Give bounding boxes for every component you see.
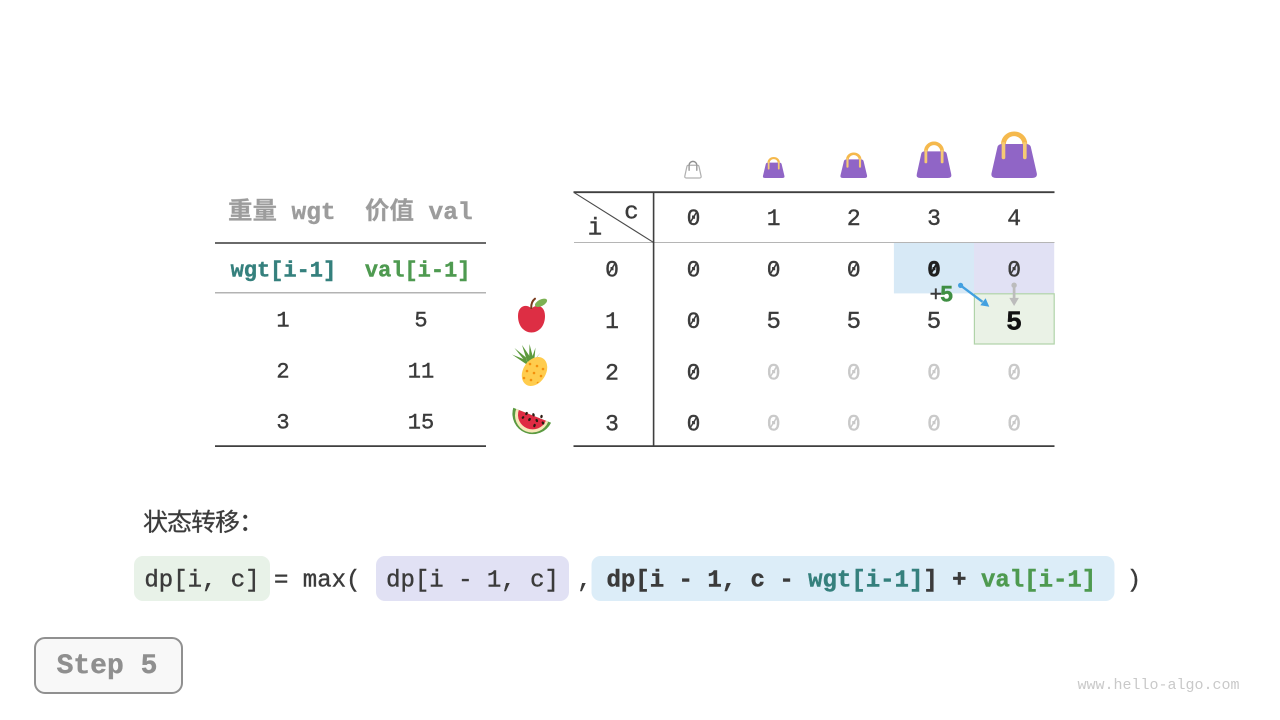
svg-text:0: 0 xyxy=(767,360,781,386)
svg-text:0: 0 xyxy=(927,360,941,386)
svg-text:5: 5 xyxy=(847,309,861,336)
svg-text:0: 0 xyxy=(767,257,781,283)
svg-text:+: + xyxy=(929,285,942,308)
svg-text:5: 5 xyxy=(1006,309,1022,339)
svg-text:1: 1 xyxy=(276,309,289,334)
svg-text:3: 3 xyxy=(927,206,941,232)
svg-text:0: 0 xyxy=(687,309,701,335)
svg-text:0: 0 xyxy=(687,411,701,437)
svg-text:2: 2 xyxy=(276,359,289,384)
svg-text:wgt: wgt xyxy=(292,200,336,227)
svg-text:www.hello-algo.com: www.hello-algo.com xyxy=(1077,677,1239,694)
svg-text:,: , xyxy=(577,568,591,595)
svg-text:5: 5 xyxy=(927,309,941,336)
svg-text:0: 0 xyxy=(687,360,701,386)
svg-text:Step 5: Step 5 xyxy=(57,651,158,682)
svg-text:val[i-1]: val[i-1] xyxy=(365,259,471,284)
svg-text:0: 0 xyxy=(1007,257,1021,283)
svg-text:3: 3 xyxy=(276,410,289,435)
svg-text:0: 0 xyxy=(687,257,701,283)
svg-text:0: 0 xyxy=(847,257,861,283)
svg-text:0: 0 xyxy=(847,411,861,437)
svg-text:c: c xyxy=(624,199,638,226)
svg-text:0: 0 xyxy=(1007,411,1021,437)
svg-text:5: 5 xyxy=(940,283,954,309)
svg-text:dp[i, c]: dp[i, c] xyxy=(144,568,259,595)
svg-text:2: 2 xyxy=(605,360,619,386)
svg-text:5: 5 xyxy=(414,309,427,334)
svg-text:4: 4 xyxy=(1007,206,1021,232)
svg-text:1: 1 xyxy=(767,206,781,232)
svg-text:i: i xyxy=(588,216,602,243)
svg-text:2: 2 xyxy=(847,206,861,232)
svg-text:11: 11 xyxy=(408,359,434,384)
svg-text:val: val xyxy=(429,200,473,227)
svg-text:dp[i - 1, c - wgt[i-1]] + val[: dp[i - 1, c - wgt[i-1]] + val[i-1] xyxy=(607,568,1097,595)
svg-text:5: 5 xyxy=(766,309,780,336)
svg-text:0: 0 xyxy=(927,257,941,283)
svg-text:= max(: = max( xyxy=(274,568,360,595)
svg-text:3: 3 xyxy=(605,411,619,437)
svg-text:0: 0 xyxy=(605,257,619,283)
svg-text:dp[i - 1, c]: dp[i - 1, c] xyxy=(386,568,559,595)
svg-text:0: 0 xyxy=(927,411,941,437)
svg-text:15: 15 xyxy=(408,410,434,435)
svg-text:1: 1 xyxy=(605,309,619,335)
svg-text:): ) xyxy=(1127,568,1141,595)
svg-text:wgt[i-1]: wgt[i-1] xyxy=(231,259,337,284)
svg-text:0: 0 xyxy=(847,360,861,386)
svg-text:0: 0 xyxy=(1007,360,1021,386)
svg-text:0: 0 xyxy=(687,206,701,232)
svg-text:0: 0 xyxy=(767,411,781,437)
